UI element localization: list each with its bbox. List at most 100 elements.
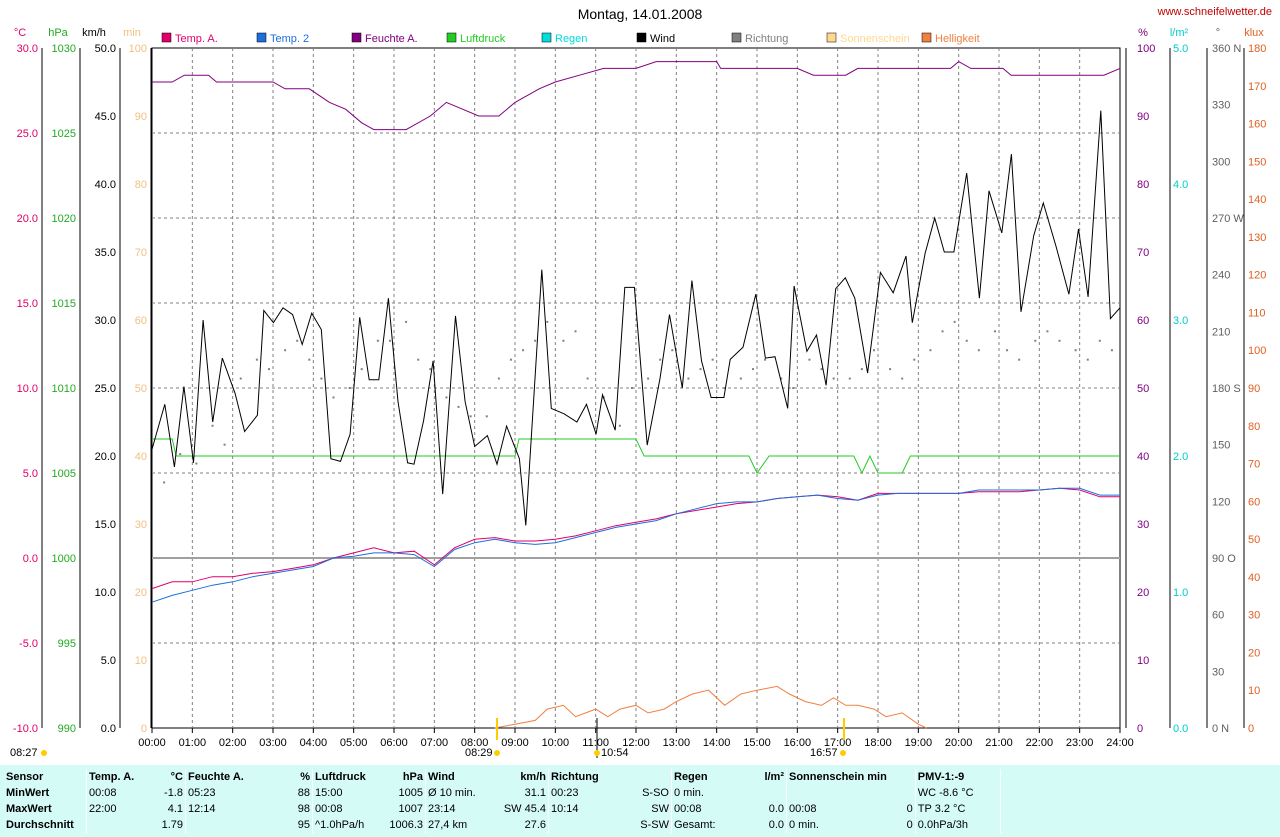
direction-dot: [239, 377, 242, 380]
stats-cell: 0.0: [738, 801, 787, 817]
direction-dot: [522, 349, 525, 352]
x-tick-label: 11:00: [582, 737, 609, 749]
stats-cell: 31.1: [492, 785, 549, 801]
y-tick-label-brightness: 50: [1248, 534, 1260, 546]
direction-dot: [469, 415, 472, 418]
direction-dot: [723, 387, 726, 389]
y-tick-label-direction: 240: [1212, 270, 1230, 282]
y-tick-label-pressure: 1000: [52, 553, 76, 565]
x-tick-label: 15:00: [743, 737, 771, 749]
direction-dot: [509, 358, 512, 361]
stats-cell: 88: [252, 785, 313, 801]
stats-cell: SW: [611, 801, 672, 817]
stats-cell: 00:23: [551, 787, 579, 799]
direction-dot: [913, 358, 916, 361]
site-link[interactable]: www.schneifelwetter.de: [1157, 6, 1272, 18]
y-tick-label-wind: 15.0: [95, 519, 116, 531]
stats-cell: 22:00: [89, 803, 117, 815]
y-tick-label-direction: 330: [1212, 100, 1230, 112]
y-tick-label-brightness: 180: [1248, 43, 1266, 55]
page-title: Montag, 14.01.2008: [577, 6, 703, 22]
sun-icon: [840, 750, 846, 756]
stats-cell: 1005: [375, 785, 426, 801]
stats-cell: Regen: [674, 771, 708, 783]
stats-cell: hPa: [375, 769, 426, 785]
stats-cell: -1.8: [143, 785, 186, 801]
stats-cell: 0.0hPa/3h: [915, 817, 1001, 833]
direction-dot: [764, 358, 767, 361]
y-tick-label-direction: 30: [1212, 666, 1224, 678]
direction-dot: [388, 339, 391, 342]
y-tick-label-pressure: 1010: [52, 383, 76, 395]
y-tick-label-pressure: 1025: [52, 128, 76, 140]
direction-dot: [296, 339, 299, 342]
stats-cell: MaxWert: [4, 801, 87, 817]
y-tick-label-temp: 30.0: [17, 43, 38, 55]
x-tick-label: 22:00: [1026, 737, 1054, 749]
stats-cell: ^1.0hPa/h: [315, 819, 365, 831]
y-tick-label-brightness: 150: [1248, 156, 1266, 168]
stats-cell: S-SW: [611, 817, 672, 833]
x-tick-label: 19:00: [905, 737, 933, 749]
y-tick-label-sun: 70: [135, 247, 147, 259]
y-tick-label-sun: 100: [129, 43, 147, 55]
direction-dot: [417, 358, 420, 361]
x-tick-label: 10:00: [542, 737, 570, 749]
stats-cell: l/m²: [738, 769, 787, 785]
stats-row: Sensor Temp. A. °C Feuchte A.% Luftdruck hPa W…: [4, 769, 1001, 785]
stats-cell: SW 45.4: [492, 801, 549, 817]
y-tick-label-direction: 210: [1212, 326, 1230, 338]
stats-cell: km/h: [492, 769, 549, 785]
direction-dot: [179, 453, 182, 456]
legend-swatch: [541, 32, 552, 43]
y-tick-label-rain: 0.0: [1173, 723, 1188, 735]
stats-cell: 0 min.: [674, 787, 704, 799]
y-tick-label-temp: -5.0: [19, 638, 38, 650]
stats-cell: Feuchte A.: [188, 771, 244, 783]
y-tick-label-wind: 10.0: [95, 587, 116, 599]
x-tick-label: 02:00: [219, 737, 247, 749]
direction-dot: [889, 368, 892, 371]
y-tick-label-brightness: 90: [1248, 383, 1260, 395]
y-tick-label-sun: 10: [135, 655, 147, 667]
direction-dot: [993, 330, 996, 333]
y-tick-label-humidity: 100: [1137, 43, 1155, 55]
y-tick-label-sun: 30: [135, 519, 147, 531]
y-tick-label-brightness: 70: [1248, 459, 1260, 471]
stats-cell: Richtung: [551, 771, 599, 783]
y-tick-label-humidity: 10: [1137, 655, 1149, 667]
direction-dot: [848, 377, 851, 380]
legend-label: Richtung: [745, 33, 788, 45]
y-tick-label-sun: 0: [141, 723, 147, 735]
y-tick-label-sun: 90: [135, 111, 147, 123]
y-tick-label-humidity: 60: [1137, 315, 1149, 327]
direction-dot: [901, 377, 904, 380]
direction-dot: [977, 349, 980, 352]
legend-swatch: [256, 32, 267, 43]
y-tick-label-brightness: 80: [1248, 421, 1260, 433]
direction-dot: [739, 377, 742, 380]
y-tick-label-humidity: 30: [1137, 519, 1149, 531]
x-tick-label: 14:00: [703, 737, 731, 749]
stats-cell: 05:23: [188, 787, 216, 799]
sun-icon: [594, 750, 600, 756]
stats-cell: 00:08: [315, 803, 343, 815]
stats-cell: [738, 785, 787, 801]
direction-dot: [360, 368, 363, 371]
sun-icon: [41, 750, 47, 756]
direction-dot: [1074, 349, 1077, 352]
legend-label: Temp. 2: [270, 33, 309, 45]
y-tick-label-sun: 50: [135, 383, 147, 395]
direction-dot: [376, 339, 379, 342]
direction-dot: [832, 377, 835, 380]
stats-row: MaxWert 22:00 4.1 12:14 98 00:08 1007 23:14 SW 4…: [4, 801, 1001, 817]
stats-cell: Sensor: [4, 769, 87, 785]
direction-dot: [445, 396, 448, 399]
sunset-label: 16:57: [810, 747, 838, 759]
x-tick-label: 21:00: [985, 737, 1013, 749]
y-tick-label-temp: 5.0: [23, 468, 38, 480]
stats-cell: 1007: [375, 801, 426, 817]
y-tick-label-wind: 0.0: [101, 723, 116, 735]
stats-cell: Wind: [428, 771, 455, 783]
stats-cell: Durchschnitt: [4, 817, 87, 833]
